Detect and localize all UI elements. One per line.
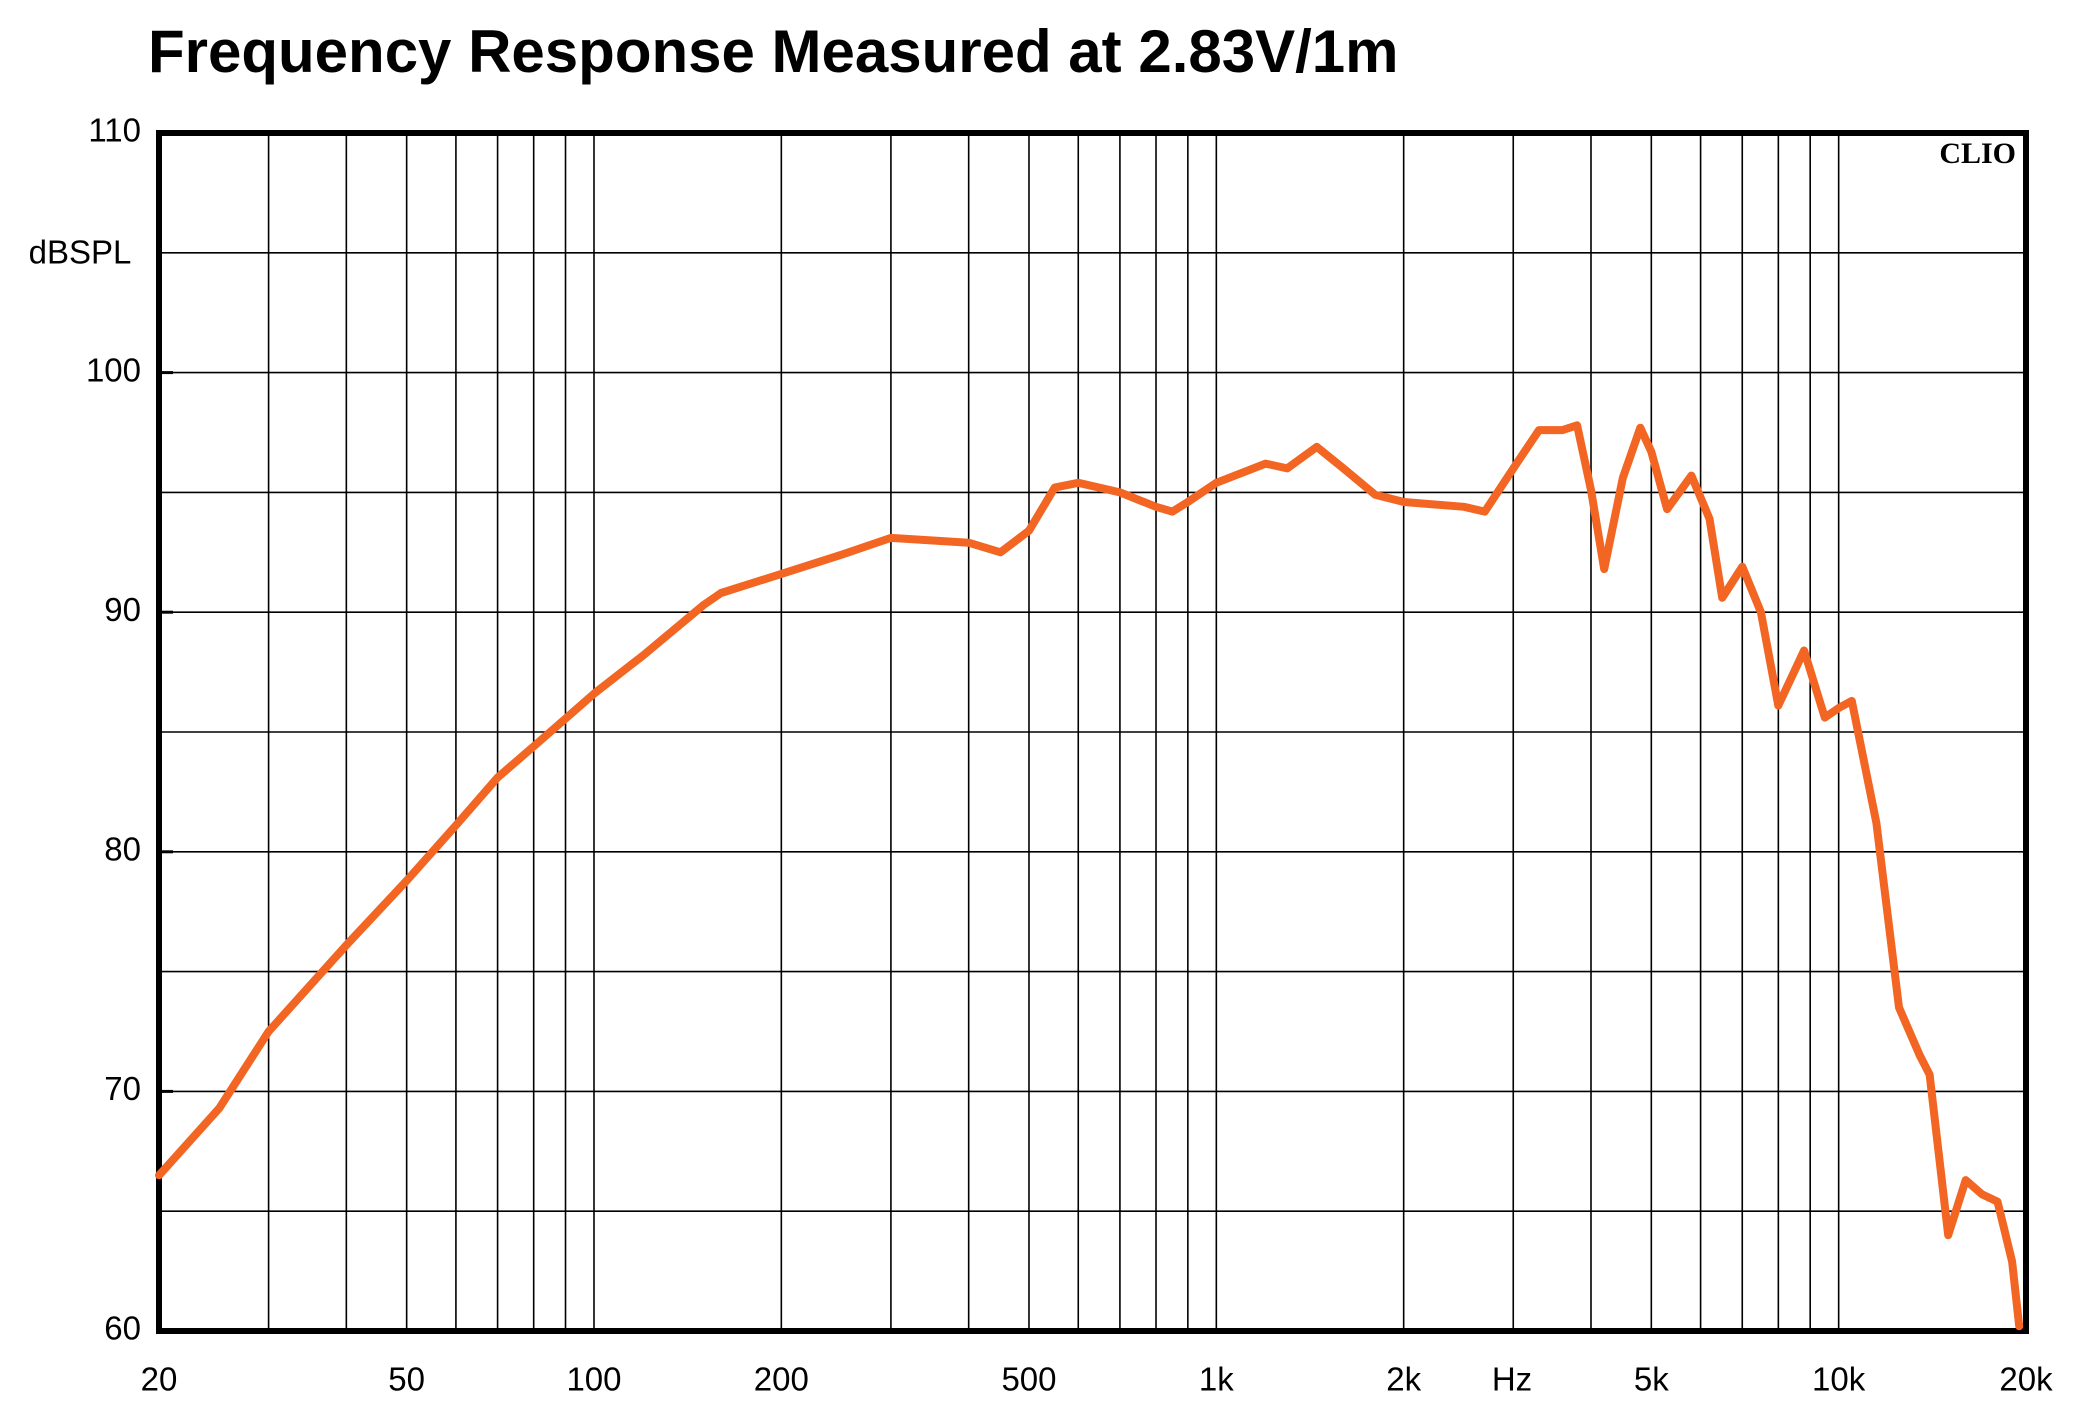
x-tick-label: 5k <box>1634 1361 1669 1398</box>
y-tick-label: 110 <box>88 112 141 149</box>
x-tick-label: 10k <box>1812 1361 1866 1398</box>
x-tick-label: 20 <box>141 1361 178 1398</box>
y-tick-label: 100 <box>86 351 141 388</box>
x-tick-label: 200 <box>754 1361 809 1398</box>
y-axis-label: dBSPL <box>29 234 132 271</box>
y-tick-label: 70 <box>104 1070 141 1107</box>
annotation: CLIO <box>1939 137 2016 170</box>
x-tick-label: 100 <box>566 1361 621 1398</box>
x-tick-label: 500 <box>1001 1361 1056 1398</box>
response-curve <box>155 421 2024 1331</box>
plot-frame <box>156 130 2029 1334</box>
x-tick-label: 2k <box>1386 1361 1421 1398</box>
x-tick-label: 20k <box>1999 1361 2053 1398</box>
x-tick-label: 1k <box>1199 1361 1234 1398</box>
x-axis-label: Hz <box>1492 1361 1532 1398</box>
y-tick-label: 80 <box>104 831 141 868</box>
y-tick-label: 60 <box>104 1310 141 1347</box>
x-tick-label: 50 <box>388 1361 425 1398</box>
y-tick-label: 90 <box>104 591 141 628</box>
chart-title: Frequency Response Measured at 2.83V/1m <box>148 18 1399 85</box>
